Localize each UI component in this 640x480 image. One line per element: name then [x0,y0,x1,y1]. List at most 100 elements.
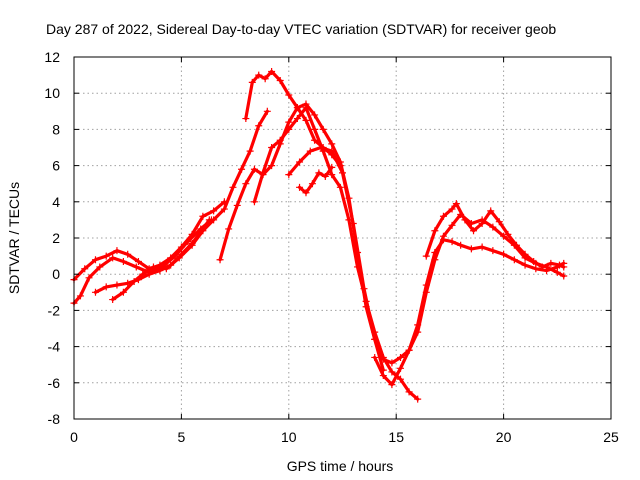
data-point-marker [199,212,207,220]
data-point-marker [268,144,276,151]
data-point-marker [233,201,241,209]
plot-frame [73,56,612,420]
data-point-marker [321,172,329,180]
x-tick-label: 20 [496,429,512,445]
x-tick-label: 5 [178,429,186,445]
data-point-marker [448,221,456,229]
data-point-marker [521,261,529,269]
data-point-marker [276,77,284,85]
data-point-marker [268,67,276,75]
data-point-marker [371,353,379,361]
data-point-marker [439,212,447,220]
data-point-marker [457,241,465,249]
data-point-marker [248,78,256,86]
data-point-marker [489,223,497,231]
data-point-marker [246,147,254,155]
data-point-marker [293,104,301,112]
series-sat-g [252,106,420,401]
data-point-marker [311,111,319,119]
data-point-marker [91,288,99,296]
data-point-marker [431,227,439,235]
data-point-marker [308,180,316,188]
data-point-marker [302,189,310,197]
data-point-marker [422,288,430,296]
data-point-marker [311,125,319,133]
data-point-marker [328,163,336,171]
data-point-marker [229,183,237,191]
data-point-marker [124,279,132,287]
axis-ticks [73,56,612,420]
data-point-marker [276,136,284,144]
data-point-marker [296,183,304,191]
data-point-marker [512,241,520,249]
data-point-marker [521,250,529,258]
y-tick-label: -4 [48,339,61,355]
data-point-marker [81,265,89,273]
data-point-marker [132,263,140,271]
data-point-marker [296,158,304,166]
data-point-marker [109,254,117,262]
data-point-marker [134,258,142,266]
data-point-marker [171,252,179,260]
data-point-marker [379,355,387,363]
data-point-marker [145,270,153,278]
data-point-marker [149,263,157,271]
data-point-marker [547,259,555,267]
data-point-marker [467,245,475,253]
data-point-marker [414,328,422,336]
data-point-marker [315,169,323,177]
data-point-marker [302,104,310,112]
data-point-marker [255,71,263,79]
y-tick-label: -8 [48,411,61,427]
data-point-marker [396,353,404,361]
series-sat-d [111,109,269,302]
data-point-marker [268,162,276,170]
data-point-marker [538,263,546,271]
data-point-marker [175,254,183,262]
data-point-marker [530,258,538,266]
data-point-marker [328,171,336,179]
data-point-marker [199,227,207,235]
y-tick-label: 8 [52,121,60,137]
data-point-marker [500,250,508,258]
data-point-marker [560,272,568,280]
data-point-marker [448,205,456,213]
data-point-marker [510,256,518,264]
data-point-marker [339,169,346,177]
y-tick-label: 12 [44,49,60,65]
data-point-marker [560,263,568,271]
data-point-marker [210,207,218,215]
data-point-marker [184,238,192,246]
data-point-marker [349,220,357,228]
series-sat-j [424,202,566,269]
data-point-marker [405,388,413,396]
data-point-marker [439,232,447,240]
data-point-marker [259,169,267,177]
data-point-marker [261,75,269,83]
data-point-marker [238,165,246,173]
data-point-marker [306,147,314,155]
data-point-marker [371,335,379,343]
data-point-marker [504,230,512,238]
data-point-marker [225,225,233,233]
data-point-marker [285,118,293,126]
data-point-marker [553,268,561,276]
tick-labels: 0 5 10 15 20 25 -8 -6 -4 -2 0 2 4 6 8 10 12 [44,49,619,445]
data-point-marker [379,372,387,380]
data-point-marker [85,274,93,282]
data-point-marker [478,243,486,251]
data-point-marker [302,116,310,124]
x-tick-label: 25 [603,429,619,445]
data-point-marker [470,227,478,235]
data-point-marker [139,270,147,278]
data-point-marker [500,232,508,240]
gridlines [74,57,611,419]
y-tick-label: 10 [44,85,60,101]
y-tick-label: -2 [48,302,61,318]
y-tick-label: -6 [48,375,61,391]
data-point-marker [285,171,293,179]
data-point-marker [250,198,258,206]
data-point-marker [328,140,336,148]
data-point-marker [188,241,196,249]
data-point-marker [489,247,497,255]
